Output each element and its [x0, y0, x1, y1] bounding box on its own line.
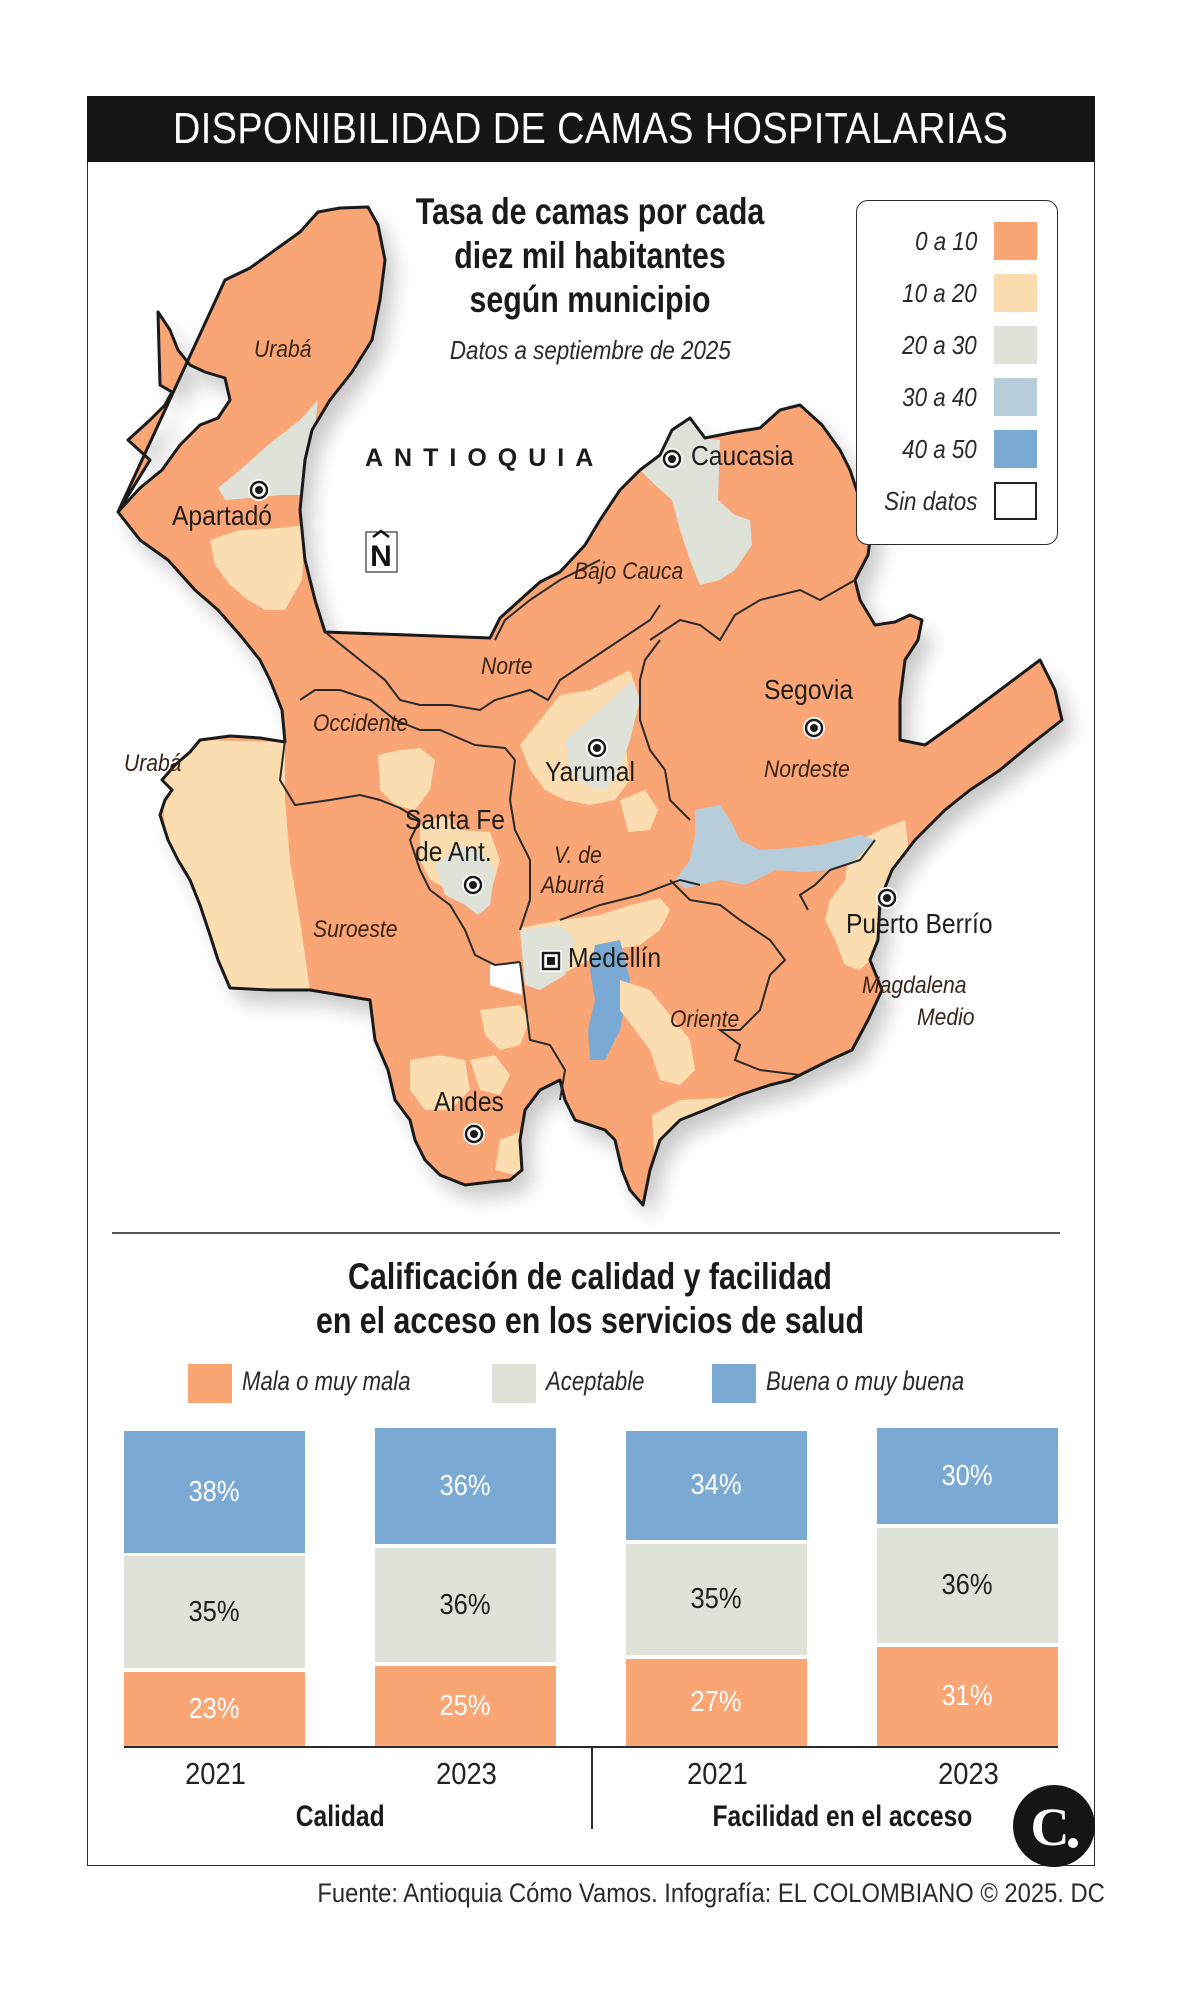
city-label-caucasia: Caucasia: [691, 440, 794, 471]
state-label: ANTIOQUIA: [365, 444, 605, 472]
bar-facilidad-2021-mala: 27%: [626, 1659, 807, 1746]
region-label-medio: Medio: [917, 1004, 975, 1031]
legend-item-sin-datos: Sin datos: [857, 482, 1057, 522]
bar-facilidad-2023-buena: 30%: [877, 1428, 1058, 1524]
segovia-marker-icon: [803, 717, 825, 739]
legend-swatch: [994, 222, 1037, 260]
city-label-medellin: Medellín: [568, 942, 662, 973]
city-label-yarumal: Yarumal: [545, 756, 635, 787]
city-label-santa-fe-1: Santa Fe: [405, 804, 506, 835]
city-label-andes: Andes: [434, 1086, 504, 1117]
legend-swatch: [994, 326, 1037, 364]
map-title-line-3: según municipio: [469, 279, 711, 320]
north-arrow-icon: N: [365, 529, 398, 573]
bar-facilidad-2021-aceptable: 35%: [626, 1544, 807, 1655]
year-label: 2023: [937, 1756, 999, 1791]
group-label-calidad: Calidad: [295, 1800, 385, 1833]
map-legend: 0 a 10 10 a 20 20 a 30 30 a 40 40 a 50 S…: [856, 200, 1058, 545]
legend-swatch: [994, 482, 1037, 520]
source-credit: Fuente: Antioquia Cómo Vamos. Infografía…: [317, 1878, 1105, 1908]
apartado-marker-icon: [248, 479, 270, 501]
legend-swatch: [492, 1364, 536, 1403]
legend-swatch: [994, 378, 1037, 416]
legend-item-0-10: 0 a 10: [857, 222, 1057, 262]
map-title-line-2: diez mil habitantes: [454, 235, 726, 276]
bar-calidad-2023-mala: 25%: [375, 1666, 556, 1746]
legend-swatch: [994, 430, 1037, 468]
bar-calidad-2021-mala: 23%: [124, 1672, 305, 1746]
legend-swatch: [712, 1364, 756, 1403]
city-label-santa-fe-2: de Ant.: [415, 836, 492, 867]
region-label-uraba-south: Urabá: [124, 750, 182, 777]
region-label-occidente: Occidente: [313, 710, 409, 737]
region-label-valle-aburra-1: V. de: [554, 842, 602, 869]
caucasia-marker-icon: [661, 448, 683, 470]
section-divider: [112, 1232, 1060, 1234]
medellin-capital-marker-icon: [540, 950, 562, 972]
region-label-oriente: Oriente: [670, 1006, 740, 1033]
region-label-valle-aburra-2: Aburrá: [541, 872, 605, 899]
chart-title: Calificación de calidad y facilidad en e…: [315, 1256, 865, 1341]
header-title: DISPONIBILIDAD DE CAMAS HOSPITALARIAS: [173, 104, 1009, 153]
region-label-nordeste: Nordeste: [764, 756, 850, 783]
region-label-suroeste: Suroeste: [313, 916, 398, 943]
group-label-facilidad: Facilidad en el acceso: [712, 1800, 972, 1833]
antioquia-choropleth-map: N: [116, 205, 1064, 1207]
city-label-puerto-berrio: Puerto Berrío: [846, 908, 993, 939]
bar-calidad-2021-aceptable: 35%: [124, 1556, 305, 1668]
svg-text:N: N: [370, 540, 392, 573]
map-subtitle: Datos a septiembre de 2025: [449, 335, 731, 365]
legend-item-30-40: 30 a 40: [857, 378, 1057, 418]
map-title-line-1: Tasa de camas por cada: [415, 191, 765, 232]
legend-swatch: [994, 274, 1037, 312]
group-separator: [591, 1746, 593, 1829]
bar-facilidad-2023-aceptable: 36%: [877, 1528, 1058, 1643]
santa-fe-marker-icon: [462, 874, 484, 896]
region-label-magdalena: Magdalena: [862, 972, 967, 999]
yarumal-marker-icon: [586, 737, 608, 759]
legend-item-20-30: 20 a 30: [857, 326, 1057, 366]
map-title: Tasa de camas por cada diez mil habitant…: [370, 190, 810, 322]
legend-swatch: [188, 1364, 232, 1403]
bar-facilidad-2021-buena: 34%: [626, 1431, 807, 1540]
svg-text:C: C: [1031, 1797, 1070, 1857]
region-label-norte: Norte: [481, 653, 533, 680]
andes-marker-icon: [463, 1123, 485, 1145]
region-label-bajo-cauca: Bajo Cauca: [574, 558, 684, 585]
year-label: 2021: [686, 1756, 748, 1791]
city-markers: [248, 448, 898, 1145]
year-label: 2023: [435, 1756, 497, 1791]
subregion-borders: [278, 559, 876, 1101]
region-label-uraba-north: Urabá: [254, 336, 312, 363]
legend-item-10-20: 10 a 20: [857, 274, 1057, 314]
bar-calidad-2021-buena: 38%: [124, 1431, 305, 1553]
legend-item-40-50: 40 a 50: [857, 430, 1057, 470]
year-label: 2021: [184, 1756, 246, 1791]
puerto-berrio-marker-icon: [876, 887, 898, 909]
bar-calidad-2023-aceptable: 36%: [375, 1548, 556, 1662]
city-label-segovia: Segovia: [764, 674, 854, 705]
header-title-bar: DISPONIBILIDAD DE CAMAS HOSPITALARIAS: [87, 96, 1095, 162]
bar-facilidad-2023-mala: 31%: [877, 1647, 1058, 1746]
bar-calidad-2023-buena: 36%: [375, 1428, 556, 1544]
el-colombiano-logo-icon: C: [1013, 1785, 1095, 1867]
city-label-apartado: Apartadó: [172, 500, 273, 531]
